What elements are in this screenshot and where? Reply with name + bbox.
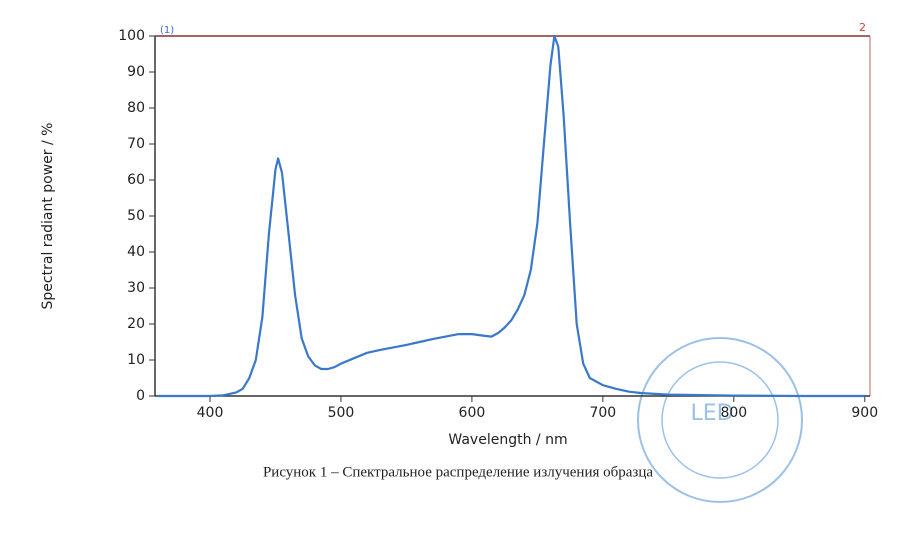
y-tick-label: 40 (127, 244, 145, 260)
series-marker-left: (1) (160, 25, 174, 36)
y-axis-label: Spectral radiant power / % (40, 123, 56, 310)
y-tick-label: 70 (127, 136, 145, 152)
x-tick-label: 400 (197, 405, 224, 421)
x-tick-label: 800 (720, 405, 747, 421)
y-tick-label: 100 (118, 28, 145, 44)
y-tick-label: 0 (136, 388, 145, 404)
x-axis-label: Wavelength / nm (448, 432, 567, 448)
y-tick-label: 10 (127, 352, 145, 368)
stamp: LED (637, 337, 803, 503)
y-tick-label: 80 (127, 100, 145, 116)
y-tick-label: 20 (127, 316, 145, 332)
y-tick-label: 50 (127, 208, 145, 224)
x-tick-label: 600 (459, 405, 486, 421)
x-tick-label: 700 (589, 405, 616, 421)
stamp-text: LED (690, 401, 733, 426)
x-tick-label: 900 (851, 405, 878, 421)
y-tick-label: 90 (127, 64, 145, 80)
spectrum-line (157, 34, 865, 398)
y-tick-label: 60 (127, 172, 145, 188)
x-tick-label: 500 (328, 405, 355, 421)
series-marker-right: 2 (859, 21, 866, 34)
y-tick-label: 30 (127, 280, 145, 296)
figure-caption: Рисунок 1 – Спектральное распределение и… (263, 464, 653, 480)
